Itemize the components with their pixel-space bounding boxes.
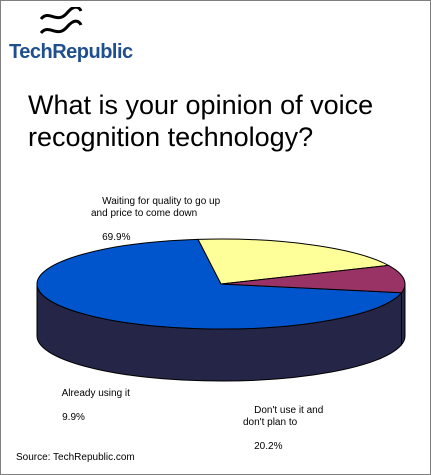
chart-title: What is your opinion of voice recognitio… <box>28 90 374 152</box>
pie-side-wall <box>400 283 406 347</box>
slice-label-already-using: Already using it 9.9% <box>51 376 130 436</box>
slice-label-dont-use: Don't use it and don't plan to 20.2% <box>243 393 323 465</box>
slice-label-text: Already using it <box>61 388 130 399</box>
slice-label-text: Waiting for quality to go up and price t… <box>91 196 221 219</box>
slice-label-waiting: Waiting for quality to go up and price t… <box>91 184 220 256</box>
source-note: Source: TechRepublic.com <box>16 452 135 463</box>
slice-value-label: 69.9% <box>102 232 131 243</box>
slice-label-text: Don't use it and don't plan to <box>243 405 324 428</box>
slice-value-label: 9.9% <box>62 412 85 423</box>
techrepublic-logo: TechRepublic <box>9 7 139 65</box>
logo-wordmark: TechRepublic <box>9 41 133 63</box>
logo-swoosh-icon <box>39 7 83 35</box>
pie-slice-2 <box>220 264 406 294</box>
pie-tops <box>36 238 406 330</box>
pie-slice-1 <box>197 238 391 285</box>
slice-value-label: 20.2% <box>254 441 283 452</box>
pie-slice-0 <box>36 238 403 330</box>
